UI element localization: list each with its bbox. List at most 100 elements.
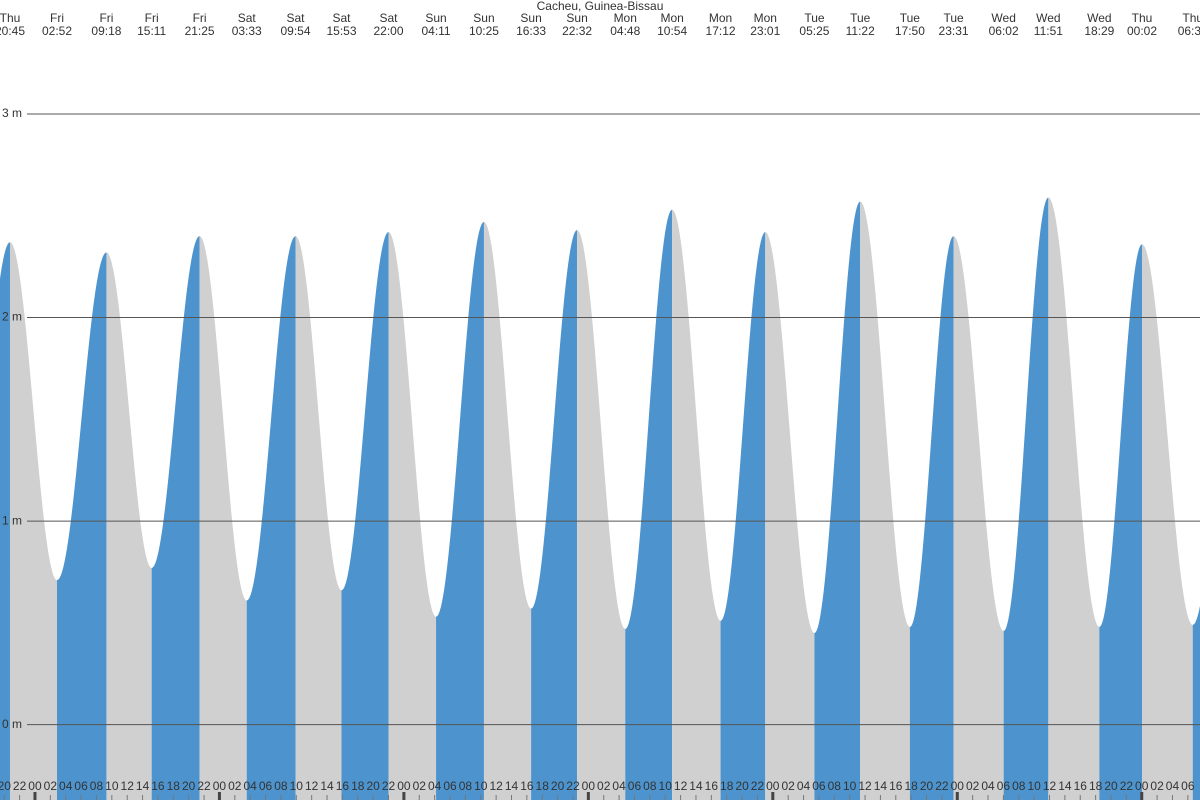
tide-area [57, 252, 107, 800]
x-tick-label: 20 [366, 779, 380, 793]
extreme-time: 10:54 [657, 24, 687, 38]
extreme-time: 09:54 [281, 24, 311, 38]
x-tick-label: 16 [520, 779, 534, 793]
tide-area [909, 236, 954, 800]
x-tick-label: 20 [735, 779, 749, 793]
x-tick-label: 04 [981, 779, 995, 793]
x-tick-label: 04 [612, 779, 626, 793]
x-tick-label: 08 [1012, 779, 1026, 793]
x-tick-label: 10 [659, 779, 673, 793]
extreme-time: 09:18 [91, 24, 121, 38]
x-tick-label: 10 [843, 779, 857, 793]
x-tick-label: 10 [1027, 779, 1041, 793]
extreme-time: 17:50 [895, 24, 925, 38]
y-tick-label: 0 m [2, 717, 22, 731]
extreme-day: Sat [287, 11, 306, 25]
x-tick-label: 00 [951, 779, 965, 793]
tide-area [246, 236, 296, 800]
tide-area [577, 230, 626, 800]
x-tick-label: 18 [904, 779, 918, 793]
extreme-day: Thu [1182, 11, 1200, 25]
extreme-day: Fri [50, 11, 64, 25]
tide-area [151, 236, 200, 800]
extreme-day: Sun [520, 11, 541, 25]
extreme-time: 10:25 [469, 24, 499, 38]
x-tick-label: 12 [674, 779, 688, 793]
x-tick-label: 16 [705, 779, 719, 793]
x-tick-label: 06 [74, 779, 88, 793]
x-tick-label: 18 [720, 779, 734, 793]
x-tick-label: 16 [151, 779, 165, 793]
x-tick-label: 22 [1120, 779, 1134, 793]
extreme-time: 21:25 [185, 24, 215, 38]
x-tick-label: 22 [13, 779, 27, 793]
extreme-time: 15:11 [137, 24, 166, 38]
x-tick-label: 02 [1150, 779, 1164, 793]
extreme-time: 06:02 [989, 24, 1019, 38]
extreme-time: 06:38 [1178, 24, 1200, 38]
x-tick-label: 08 [828, 779, 842, 793]
tide-area [1141, 244, 1193, 800]
tide-area [531, 230, 578, 800]
tide-area [199, 236, 247, 800]
x-tick-label: 00 [582, 779, 596, 793]
extreme-day: Sun [425, 11, 446, 25]
extreme-time: 11:51 [1034, 24, 1063, 38]
tide-area [295, 236, 342, 800]
x-tick-label: 20 [920, 779, 934, 793]
x-tick-label: 10 [290, 779, 304, 793]
extreme-time: 16:33 [516, 24, 546, 38]
extreme-time: 05:25 [799, 24, 829, 38]
y-tick-label: 1 m [2, 513, 22, 527]
x-tick-label: 20 [182, 779, 196, 793]
x-tick-label: 12 [1043, 779, 1057, 793]
extreme-day: Mon [709, 11, 732, 25]
extreme-time: 20:45 [0, 24, 25, 38]
x-tick-label: 22 [751, 779, 765, 793]
x-tick-label: 18 [351, 779, 365, 793]
extreme-time: 02:52 [42, 24, 72, 38]
extreme-day: Fri [193, 11, 207, 25]
x-tick-label: 12 [121, 779, 135, 793]
x-tick-label: 02 [597, 779, 611, 793]
x-tick-label: 02 [413, 779, 427, 793]
x-tick-label: 04 [797, 779, 811, 793]
tide-area [765, 232, 815, 800]
x-tick-label: 12 [305, 779, 319, 793]
extreme-day: Wed [1036, 11, 1060, 25]
x-tick-label: 16 [889, 779, 903, 793]
x-tick-label: 08 [274, 779, 288, 793]
extreme-day: Sat [238, 11, 257, 25]
x-tick-label: 18 [536, 779, 550, 793]
x-tick-label: 14 [1058, 779, 1072, 793]
extreme-day: Thu [1132, 11, 1153, 25]
tide-area [0, 242, 10, 800]
x-tick-label: 20 [1104, 779, 1118, 793]
tide-area [860, 201, 910, 800]
x-tick-label: 06 [812, 779, 826, 793]
x-tick-label: 14 [505, 779, 519, 793]
tide-area [106, 252, 152, 800]
x-tick-label: 18 [167, 779, 181, 793]
extreme-day: Thu [0, 11, 20, 25]
extreme-time: 15:53 [326, 24, 356, 38]
extreme-day: Tue [804, 11, 825, 25]
x-tick-label: 00 [1135, 779, 1149, 793]
x-tick-label: 02 [44, 779, 58, 793]
tide-area [672, 209, 721, 800]
extreme-time: 17:12 [706, 24, 736, 38]
tide-area [1192, 605, 1200, 800]
y-tick-label: 3 m [2, 106, 22, 120]
x-tick-label: 16 [336, 779, 350, 793]
x-tick-label: 22 [197, 779, 211, 793]
x-tick-label: 12 [858, 779, 872, 793]
extreme-time: 22:00 [374, 24, 404, 38]
tide-area [483, 221, 532, 800]
x-tick-label: 14 [320, 779, 334, 793]
tide-area [436, 221, 484, 800]
extreme-day: Fri [145, 11, 159, 25]
x-tick-label: 16 [1074, 779, 1088, 793]
x-tick-label: 02 [966, 779, 980, 793]
x-tick-label: 06 [997, 779, 1011, 793]
